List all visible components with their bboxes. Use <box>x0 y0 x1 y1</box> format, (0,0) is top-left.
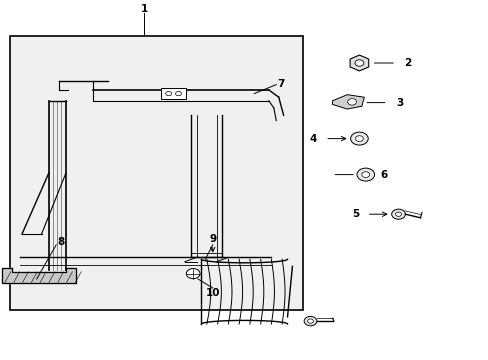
Polygon shape <box>332 95 364 109</box>
Text: 3: 3 <box>395 98 402 108</box>
Circle shape <box>304 316 316 326</box>
Circle shape <box>347 99 356 105</box>
Circle shape <box>354 60 363 66</box>
Circle shape <box>307 319 313 323</box>
Text: 6: 6 <box>380 170 387 180</box>
Text: 4: 4 <box>309 134 317 144</box>
Circle shape <box>165 91 171 96</box>
Text: 5: 5 <box>351 209 358 219</box>
Circle shape <box>175 91 181 96</box>
Text: 2: 2 <box>403 58 410 68</box>
Circle shape <box>355 136 363 141</box>
Circle shape <box>356 168 374 181</box>
Text: 1: 1 <box>141 4 147 14</box>
Circle shape <box>186 269 200 279</box>
Polygon shape <box>349 55 368 71</box>
Circle shape <box>350 132 367 145</box>
Polygon shape <box>2 268 76 283</box>
Text: 9: 9 <box>209 234 216 244</box>
Bar <box>161 88 185 99</box>
Circle shape <box>391 209 405 219</box>
Text: 7: 7 <box>277 78 285 89</box>
Bar <box>10 36 303 310</box>
Circle shape <box>395 212 401 216</box>
Text: 10: 10 <box>205 288 220 298</box>
Circle shape <box>361 172 369 177</box>
Text: 8: 8 <box>58 237 64 247</box>
